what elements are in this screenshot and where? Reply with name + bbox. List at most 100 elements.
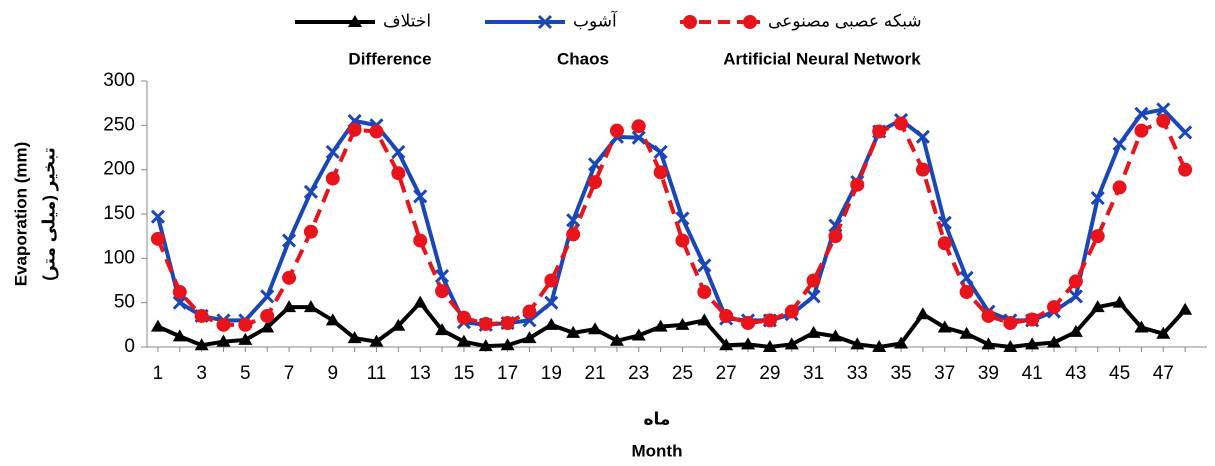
marker (391, 318, 406, 331)
marker (150, 209, 165, 224)
marker (609, 123, 624, 138)
marker (282, 270, 297, 285)
legend-label: شبکه عصبی مصنوعی (768, 11, 922, 30)
marker (1112, 295, 1127, 308)
marker (1003, 316, 1018, 331)
y-tick-label: 0 (124, 336, 135, 357)
marker (1068, 274, 1083, 289)
marker (1047, 300, 1062, 315)
x-tick-label: 5 (240, 363, 251, 384)
marker (719, 308, 734, 323)
marker (741, 316, 756, 331)
marker (1003, 340, 1018, 352)
x-tick-label: 29 (759, 363, 780, 384)
x-tick-label: 45 (1109, 363, 1130, 384)
marker (1112, 180, 1127, 195)
marker (435, 284, 450, 299)
marker (631, 328, 646, 341)
marker (172, 295, 187, 310)
y-axis-title-fa: تبخیر (میلی متر) (39, 147, 59, 281)
marker (697, 285, 712, 300)
marker (1090, 229, 1105, 244)
x-tick-label: 15 (453, 363, 474, 384)
marker (544, 295, 559, 310)
marker (937, 236, 952, 251)
marker (260, 289, 275, 304)
marker (1178, 125, 1193, 140)
marker (588, 322, 603, 335)
marker (1090, 300, 1105, 313)
x-tick-label: 31 (803, 363, 824, 384)
marker (325, 144, 340, 159)
marker (806, 325, 821, 338)
marker (1025, 312, 1040, 327)
marker (762, 313, 777, 328)
marker (872, 124, 887, 139)
y-axis-title: Evaporation (mm) (11, 142, 30, 287)
x-tick-label: 13 (410, 363, 431, 384)
y-tick-label: 200 (103, 159, 135, 180)
marker (850, 177, 865, 192)
marker (1178, 302, 1193, 315)
y-tick-label: 250 (103, 114, 135, 135)
marker (544, 273, 559, 288)
x-axis-title: Month (632, 441, 683, 460)
marker (282, 233, 297, 248)
marker (522, 304, 537, 319)
marker (216, 317, 231, 332)
x-tick-label: 39 (978, 363, 999, 384)
x-tick-label: 3 (196, 363, 207, 384)
marker (675, 317, 690, 330)
marker (653, 165, 668, 180)
marker (683, 15, 697, 29)
marker (1178, 162, 1193, 177)
x-tick-label: 1 (153, 363, 164, 384)
marker (806, 289, 821, 304)
marker (588, 175, 603, 190)
marker (260, 320, 275, 333)
marker (1156, 326, 1171, 339)
marker (653, 144, 668, 159)
y-tick-label: 100 (103, 247, 135, 268)
marker (981, 337, 996, 350)
x-tick-label: 37 (934, 363, 955, 384)
marker (1134, 320, 1149, 333)
x-tick-label: 7 (284, 363, 295, 384)
marker (981, 308, 996, 323)
legend-label-en: Artificial Neural Network (723, 49, 921, 68)
marker (743, 15, 757, 29)
marker (697, 313, 712, 326)
marker (915, 307, 930, 320)
marker (1068, 289, 1083, 304)
marker (1156, 113, 1171, 128)
x-tick-label: 43 (1065, 363, 1086, 384)
marker (478, 339, 493, 352)
marker (478, 316, 493, 331)
marker (872, 340, 887, 352)
marker (413, 189, 428, 204)
marker (784, 304, 799, 319)
x-tick-label: 21 (584, 363, 605, 384)
marker (303, 184, 318, 199)
marker (937, 320, 952, 333)
marker (1090, 190, 1105, 206)
marker (675, 233, 690, 248)
marker (566, 213, 581, 228)
legend-label: آشوب (573, 9, 618, 30)
legend-label: اختلاف (383, 11, 431, 30)
marker (1068, 324, 1083, 337)
marker (828, 229, 843, 244)
y-tick-label: 50 (114, 292, 135, 313)
series-line (156, 118, 1187, 327)
marker (194, 338, 209, 351)
marker (348, 15, 362, 27)
marker (915, 129, 930, 144)
x-tick-label: 47 (1153, 363, 1174, 384)
x-tick-label: 25 (672, 363, 693, 384)
marker (915, 162, 930, 177)
marker (456, 334, 471, 347)
marker (762, 340, 777, 352)
marker (1156, 102, 1171, 117)
plot-area (150, 102, 1193, 352)
marker (1112, 136, 1127, 152)
